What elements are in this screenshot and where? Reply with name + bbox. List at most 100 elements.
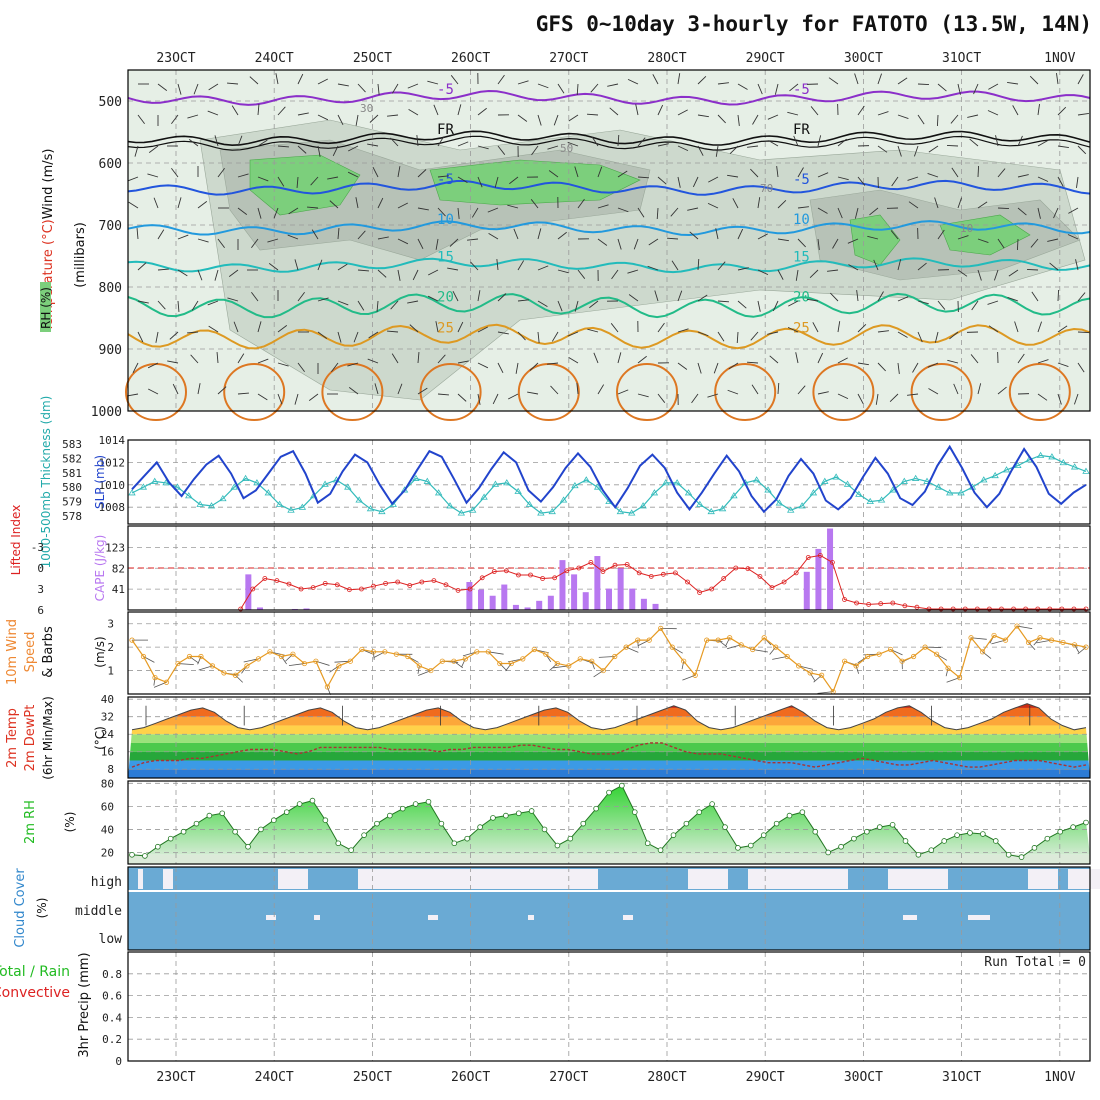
thickness-point — [877, 496, 886, 503]
slp-tick: 1012 — [99, 456, 126, 469]
wind-barb — [891, 176, 899, 187]
wind-barb — [610, 323, 619, 333]
wind-barb — [1037, 104, 1040, 116]
wind-barb — [737, 83, 748, 90]
wind-barb — [550, 385, 559, 395]
cape-tick: 82 — [112, 562, 125, 575]
wind-barb — [627, 269, 639, 274]
precip-tick: 0.6 — [102, 990, 122, 1003]
wind-barb — [897, 259, 902, 271]
thickness-point — [662, 479, 670, 486]
wind-barb — [737, 267, 749, 271]
wind-barb — [207, 110, 219, 116]
wind-barb — [1049, 262, 1059, 271]
wind-barb — [648, 238, 659, 246]
wind-barb — [1037, 321, 1043, 333]
wind-barb — [997, 207, 1010, 210]
wind-speed-point — [393, 651, 399, 657]
wind-barb — [1077, 74, 1084, 85]
wind-barb — [877, 362, 886, 372]
thickness-point — [321, 480, 329, 487]
wind-speed-point — [221, 670, 227, 676]
wind-barb — [547, 362, 559, 365]
rh-point — [1031, 845, 1038, 851]
slp-ylabel: SLP (mb) — [93, 455, 107, 509]
wind-barb — [297, 145, 307, 154]
wind-barb — [249, 76, 259, 85]
thickness-point — [593, 483, 602, 490]
rh-point — [683, 820, 690, 827]
rh-point — [709, 801, 715, 807]
wind-barb — [217, 386, 227, 395]
wind-speed-point — [370, 649, 376, 655]
wind-barb — [828, 77, 839, 85]
temperature-contour — [714, 363, 777, 421]
rh-tick: 60 — [101, 800, 114, 813]
lifted-index-point — [962, 606, 968, 612]
rh-ylabel: 2m RH — [23, 800, 38, 844]
wind-barb — [934, 331, 939, 343]
thickness-point — [514, 487, 522, 494]
wind-barb — [934, 197, 939, 209]
rh-base — [128, 854, 1090, 864]
wind-barb — [857, 324, 867, 333]
rh-point — [722, 824, 728, 830]
wind-barb — [294, 393, 299, 405]
wind-barb — [1077, 113, 1089, 116]
wind-speed-point — [1014, 623, 1020, 629]
rh-point — [980, 831, 986, 837]
wind-speed-point — [405, 653, 411, 660]
wind-barb — [190, 354, 199, 364]
wind-barb — [197, 201, 208, 209]
wind-speed-point — [589, 658, 595, 664]
wind-barb — [657, 322, 665, 333]
wind-speed-point — [910, 653, 917, 660]
precip-frame — [127, 951, 1091, 1062]
rh-point — [528, 808, 535, 814]
wind-barb — [812, 322, 819, 333]
temperature-contour — [127, 130, 1091, 147]
wind-barb — [567, 141, 579, 147]
lifted-index-point — [636, 570, 642, 576]
wind-barb — [457, 176, 468, 184]
wind-barb — [477, 107, 487, 116]
surface-wind-barb — [1077, 646, 1087, 655]
surface-wind-barb — [197, 656, 202, 665]
wind-barb — [437, 393, 449, 396]
wind-barb — [172, 383, 179, 395]
wind-barb — [497, 293, 507, 302]
wind-barb — [751, 384, 759, 395]
wind-speed-point — [922, 644, 928, 650]
thickness-point — [798, 502, 806, 509]
wind-barb — [497, 74, 505, 85]
thickness-point — [457, 509, 466, 516]
wind-barb — [810, 106, 819, 116]
wind-speed-point — [876, 651, 882, 657]
wind-barb — [897, 145, 902, 157]
rh-point — [670, 832, 677, 838]
wind-barb — [277, 145, 289, 148]
thickness-point — [752, 476, 761, 483]
wind-barb — [137, 300, 149, 304]
wind-barb — [777, 238, 789, 242]
rh-point — [296, 801, 303, 807]
wind-barb — [847, 238, 859, 244]
cape-frame — [127, 525, 1091, 611]
wind-speed-point — [497, 660, 503, 667]
lifted-index-point — [830, 560, 835, 565]
thickness-point — [673, 479, 681, 486]
lifted-index-point — [1023, 606, 1029, 612]
precip-convective-label: Convective — [0, 985, 70, 1001]
wind-ylabel-line2: Speed — [23, 632, 38, 673]
wind-barb — [937, 229, 945, 240]
wind-speed-point — [175, 660, 181, 667]
rh-point — [477, 824, 483, 830]
wind-barb — [497, 145, 506, 155]
thickness-point — [366, 505, 375, 512]
slp-tick: 1014 — [99, 434, 126, 447]
wind-barb — [147, 362, 159, 369]
wind-barb — [666, 237, 679, 240]
wind-barb — [427, 80, 439, 85]
wind-speed-point — [508, 660, 514, 667]
